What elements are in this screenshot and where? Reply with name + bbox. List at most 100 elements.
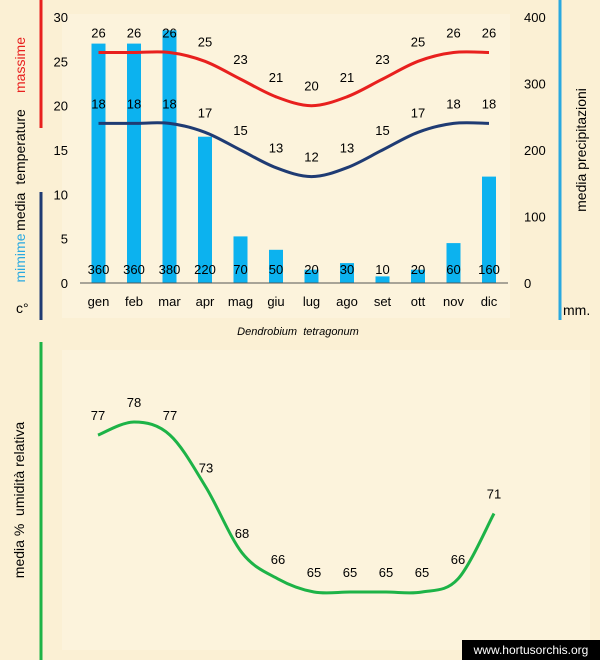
massime-label-feb: 26 — [127, 26, 141, 41]
humidity-label-set: 65 — [379, 565, 393, 580]
minime-label-mag: 15 — [233, 123, 247, 138]
minime-label-ott: 17 — [411, 105, 425, 120]
left-tick-25: 25 — [54, 54, 68, 69]
rain-bar-ago — [340, 263, 354, 283]
rain-bar-ott — [411, 269, 425, 283]
rain-label-lug: 20 — [304, 262, 318, 277]
bottom-plot-background — [62, 350, 590, 650]
rain-bar-set — [375, 276, 390, 283]
massime-line — [98, 50, 490, 108]
x-tick-mar: mar — [158, 294, 181, 309]
x-tick-gen: gen — [88, 294, 110, 309]
x-tick-ago: ago — [336, 294, 358, 309]
x-tick-feb: feb — [125, 294, 143, 309]
minime-label-lug: 12 — [304, 150, 318, 165]
label-mimime: mimime — [12, 233, 28, 282]
humidity-label-mag: 68 — [235, 526, 249, 541]
rain-label-giu: 50 — [269, 262, 283, 277]
left-tick-20: 20 — [54, 99, 68, 114]
rain-label-nov: 60 — [446, 262, 460, 277]
minime-label-nov: 18 — [446, 96, 460, 111]
humidity-label-ago: 65 — [343, 565, 357, 580]
humidity-chart: 77 78 77 73 68 66 65 65 65 65 66 71 — [91, 395, 501, 595]
humidity-label-lug: 65 — [307, 565, 321, 580]
massime-label-apr: 25 — [198, 34, 212, 49]
x-tick-mag: mag — [228, 294, 253, 309]
left-tick-10: 10 — [54, 187, 68, 202]
minime-label-feb: 18 — [127, 96, 141, 111]
massime-label-set: 23 — [375, 52, 389, 67]
right-axis-title: media precipitazioni — [573, 88, 589, 212]
rain-bar-apr — [198, 136, 212, 283]
x-tick-giu: giu — [267, 294, 284, 309]
right-axis-unit: mm. — [563, 302, 590, 318]
right-tick-100: 100 — [524, 210, 546, 225]
massime-label-nov: 26 — [446, 26, 460, 41]
humidity-label-feb: 78 — [127, 395, 141, 410]
humidity-label-apr: 73 — [199, 460, 213, 475]
minime-label-dic: 18 — [482, 96, 496, 111]
left-tick-0: 0 — [61, 276, 68, 291]
rain-label-ago: 30 — [340, 262, 354, 277]
x-tick-apr: apr — [196, 294, 215, 309]
humidity-label-giu: 66 — [271, 552, 285, 567]
rain-bar-mag — [233, 236, 248, 283]
rain-bar-lug — [304, 269, 319, 283]
rain-label-dic: 160 — [478, 262, 500, 277]
minime-label-gen: 18 — [91, 96, 105, 111]
humidity-label-dic: 71 — [487, 487, 501, 502]
watermark: www.hortusorchis.org — [462, 640, 600, 660]
left-axis-title: media temperature — [12, 109, 28, 231]
x-tick-lug: lug — [303, 294, 320, 309]
rain-bar-gen — [91, 43, 106, 283]
precipitation-labels: 360 360 380 220 70 50 20 30 10 20 60 160 — [88, 262, 500, 277]
rain-label-set: 10 — [375, 262, 389, 277]
rain-label-mag: 70 — [233, 262, 247, 277]
massime-label-gen: 26 — [91, 26, 105, 41]
precipitation-bars — [91, 30, 496, 284]
chart-caption: Dendrobium tetragonum — [237, 326, 359, 338]
left-axis-ticks: 0 5 10 15 20 25 30 — [54, 10, 68, 291]
humidity-label-gen: 77 — [91, 408, 105, 423]
right-axis-ticks: 0 100 200 300 400 — [524, 10, 546, 291]
minime-label-apr: 17 — [198, 105, 212, 120]
rain-bar-dic — [482, 176, 496, 283]
right-tick-0: 0 — [524, 276, 531, 291]
minime-label-mar: 18 — [162, 96, 176, 111]
left-axis-title-part1: media — [12, 192, 28, 230]
rain-bar-nov — [446, 243, 461, 283]
humidity-label-mar: 77 — [163, 408, 177, 423]
rain-bar-mar — [162, 30, 177, 283]
humidity-label-ott: 65 — [415, 565, 429, 580]
label-massime: massime — [12, 37, 28, 93]
right-tick-300: 300 — [524, 77, 546, 92]
rain-label-mar: 380 — [159, 262, 181, 277]
minime-line — [98, 121, 490, 179]
rain-label-ott: 20 — [411, 262, 425, 277]
massime-label-ago: 21 — [340, 70, 354, 85]
rain-label-apr: 220 — [194, 262, 216, 277]
right-tick-200: 200 — [524, 143, 546, 158]
rain-bar-feb — [127, 43, 141, 283]
massime-label-lug: 20 — [304, 79, 318, 94]
left-tick-30: 30 — [54, 10, 68, 25]
x-tick-ott: ott — [411, 294, 426, 309]
minime-label-giu: 13 — [269, 141, 283, 156]
right-tick-400: 400 — [524, 10, 546, 25]
left-tick-15: 15 — [54, 143, 68, 158]
left-axis-title-part2: temperature — [12, 109, 28, 185]
temperature-labels: 26 26 26 25 23 21 20 21 23 25 26 26 18 18 18 17 15 13 12 13… — [91, 26, 496, 165]
massime-label-giu: 21 — [269, 70, 283, 85]
minime-label-set: 15 — [375, 123, 389, 138]
massime-label-ott: 25 — [411, 34, 425, 49]
rain-bar-giu — [269, 249, 283, 284]
massime-label-mag: 23 — [233, 52, 247, 67]
massime-label-mar: 26 — [162, 26, 176, 41]
x-axis-ticks: gen feb mar apr mag giu lug ago set ott nov dic — [88, 294, 498, 309]
x-tick-set: set — [374, 294, 392, 309]
x-tick-nov: nov — [443, 294, 464, 309]
left-axis-unit: c° — [16, 300, 29, 316]
rain-label-feb: 360 — [123, 262, 145, 277]
rain-label-gen: 360 — [88, 262, 110, 277]
